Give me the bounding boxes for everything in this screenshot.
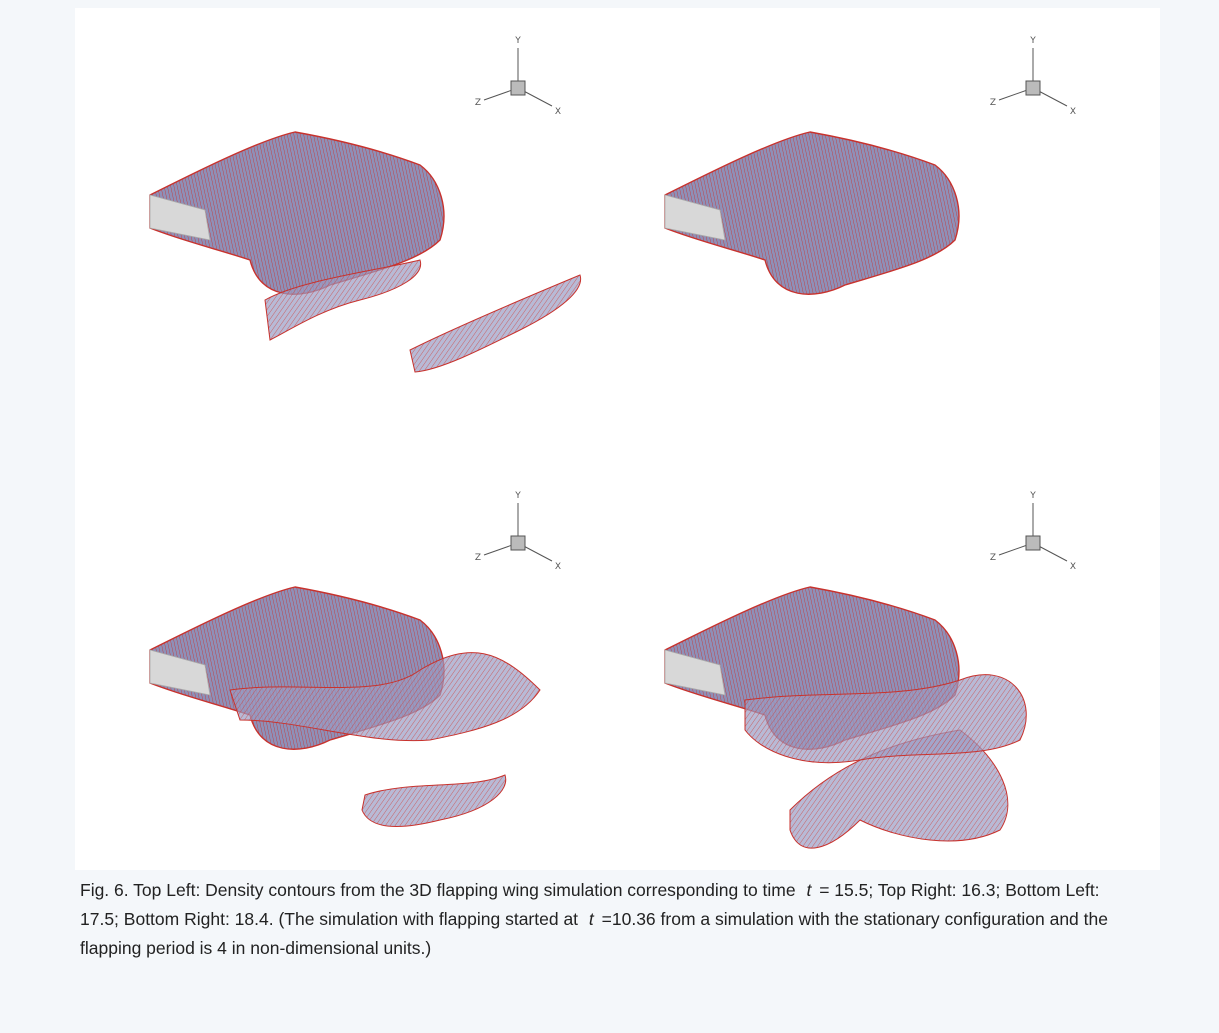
axis-cube [1026, 81, 1040, 95]
axis-label: Y [1029, 491, 1036, 501]
panel-rendering: Y Z X [665, 36, 1160, 356]
axis-label: X [555, 107, 561, 117]
axis-cube [1026, 536, 1040, 550]
axis-label: Z [475, 98, 481, 108]
axis-label: Y [1029, 36, 1036, 46]
caption-text: Fig. 6. Top Left: Density contours from … [80, 880, 800, 900]
axis-label: X [1070, 562, 1076, 572]
figure-image: Y Z X Y Z X Y Z X Y Z X [75, 8, 1160, 870]
axis-triad: Y Z X [475, 491, 561, 572]
axis-label: Z [990, 553, 996, 563]
axis-triad: Y Z X [990, 491, 1076, 572]
panel-rendering: Y Z X [665, 491, 1076, 848]
axis-cube [511, 536, 525, 550]
axis-triad: Y Z X [990, 36, 1076, 117]
axis-label: Z [475, 553, 481, 563]
panel-rendering: Y Z X [150, 36, 581, 372]
caption-variable: t [800, 880, 814, 900]
axis-triad: Y Z X [475, 36, 561, 117]
axis-label: Y [514, 491, 521, 501]
density-contour [362, 775, 506, 827]
figure: Y Z X Y Z X Y Z X Y Z X [75, 8, 1160, 870]
caption-variable: t [583, 909, 597, 929]
axis-cube [511, 81, 525, 95]
axis-label: X [555, 562, 561, 572]
axis-label: Y [514, 36, 521, 46]
page: Y Z X Y Z X Y Z X Y Z X Fig. 6. Top Left: Density c… [0, 0, 1219, 1033]
axis-label: X [1070, 107, 1076, 117]
axis-label: Z [990, 98, 996, 108]
panel-rendering: Y Z X [150, 491, 561, 827]
figure-caption: Fig. 6. Top Left: Density contours from … [80, 876, 1140, 963]
density-contour [410, 275, 581, 372]
